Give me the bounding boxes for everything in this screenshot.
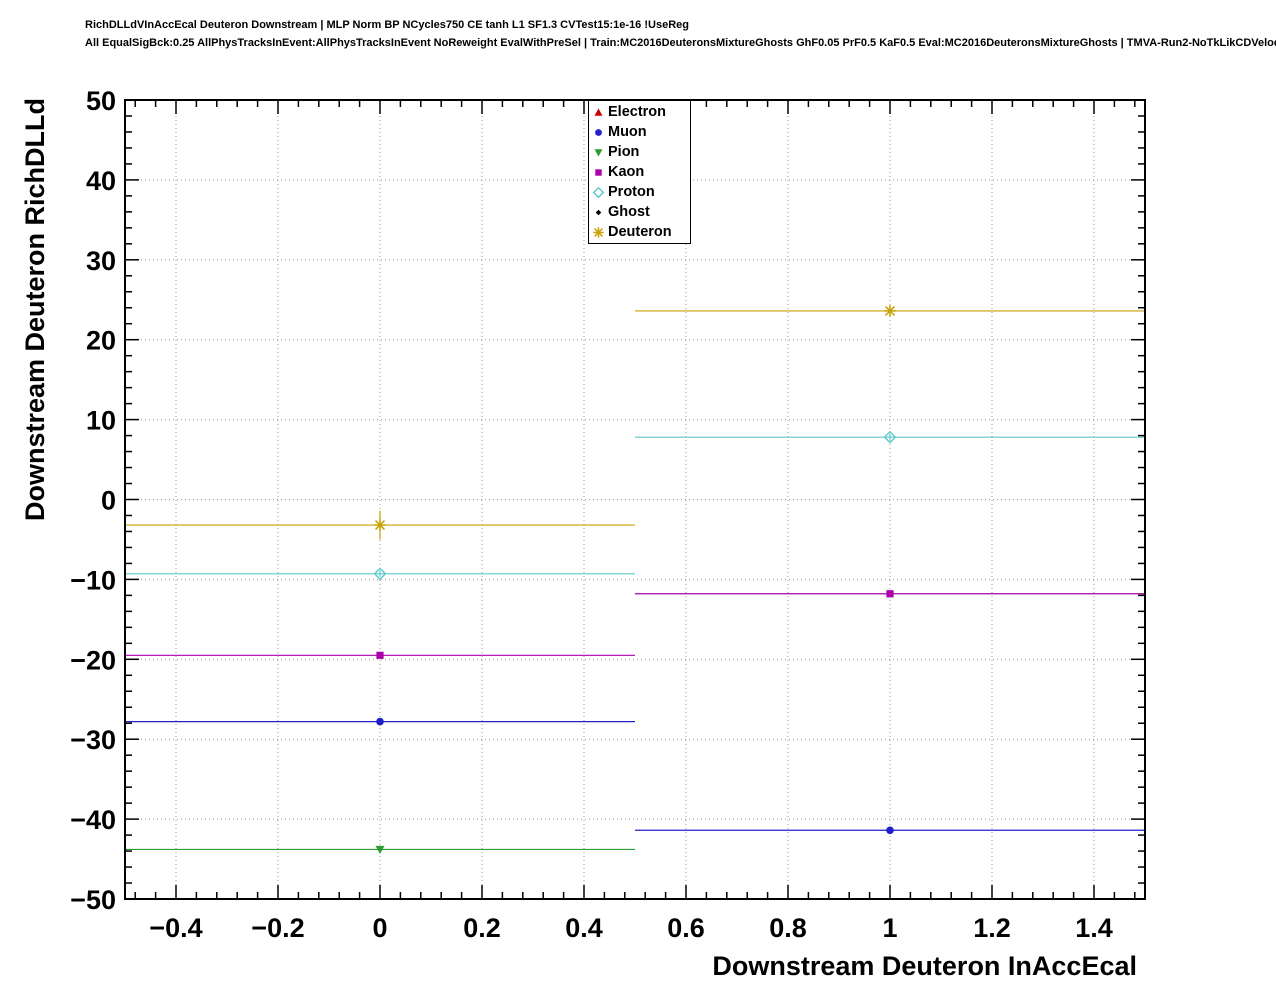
svg-text:1: 1 — [882, 913, 897, 943]
svg-text:0.2: 0.2 — [463, 913, 501, 943]
x-tick-labels: −0.4 −0.2 0 0.2 0.4 0.6 0.8 1 1.2 1.4 — [149, 913, 1112, 943]
legend-marker-kaon-icon — [595, 168, 602, 176]
legend-marker-muon-icon — [595, 128, 602, 136]
legend-marker-deuteron-icon — [593, 226, 604, 238]
svg-text:−0.2: −0.2 — [251, 913, 304, 943]
svg-text:1.2: 1.2 — [973, 913, 1011, 943]
svg-text:−10: −10 — [70, 565, 116, 595]
svg-text:10: 10 — [86, 406, 116, 436]
legend-label-pion: Pion — [608, 144, 640, 160]
series-deuteron — [125, 305, 1145, 540]
svg-text:−20: −20 — [70, 645, 116, 675]
y-tick-labels: −50 −40 −30 −20 −10 0 10 20 30 40 50 — [70, 86, 116, 915]
legend-entry-ghost: Ghost — [591, 202, 688, 222]
svg-text:0: 0 — [101, 486, 116, 516]
series-muon — [125, 717, 1145, 835]
legend-label-kaon: Kaon — [608, 164, 645, 180]
legend-label-proton: Proton — [608, 184, 655, 200]
svg-text:0: 0 — [372, 913, 387, 943]
legend-entry-proton: Proton — [591, 182, 688, 202]
svg-text:40: 40 — [86, 166, 116, 196]
svg-text:1.4: 1.4 — [1075, 913, 1113, 943]
x-axis-title: Downstream Deuteron InAccEcal — [712, 951, 1137, 981]
plot-header: RichDLLdVInAccEcal Deuteron Downstream |… — [85, 19, 1276, 49]
svg-text:20: 20 — [86, 326, 116, 356]
plot-title-line2: All EqualSigBck:0.25 AllPhysTracksInEven… — [85, 37, 1276, 49]
legend-entry-muon: Muon — [591, 122, 688, 142]
legend-label-deuteron: Deuteron — [608, 224, 672, 240]
svg-text:30: 30 — [86, 246, 116, 276]
legend-label-electron: Electron — [608, 104, 667, 120]
svg-text:−0.4: −0.4 — [149, 913, 202, 943]
svg-text:50: 50 — [86, 86, 116, 116]
svg-text:−50: −50 — [70, 885, 116, 915]
legend-marker-proton-icon — [592, 186, 605, 198]
series-kaon — [125, 590, 1145, 659]
plot-title-line1: RichDLLdVInAccEcal Deuteron Downstream |… — [85, 19, 689, 31]
legend-label-ghost: Ghost — [608, 204, 650, 220]
legend-entry-deuteron: Deuteron — [591, 222, 688, 242]
svg-text:0.4: 0.4 — [565, 913, 603, 943]
series-pion — [125, 845, 635, 854]
legend-marker-electron-icon — [594, 108, 603, 116]
legend-entry-kaon: Kaon — [591, 162, 688, 182]
svg-text:−40: −40 — [70, 805, 116, 835]
data-series — [125, 305, 1145, 854]
svg-text:0.8: 0.8 — [769, 913, 807, 943]
y-axis-title: Downstream Deuteron RichDLLd — [20, 98, 50, 521]
legend-marker-ghost-icon — [595, 209, 602, 215]
legend-entry-pion: Pion — [591, 142, 688, 162]
legend-label-muon: Muon — [608, 124, 647, 140]
svg-text:0.6: 0.6 — [667, 913, 705, 943]
legend-entry-electron: Electron — [591, 102, 688, 122]
series-proton — [125, 430, 1145, 581]
legend-marker-pion-icon — [594, 148, 603, 156]
svg-text:−30: −30 — [70, 725, 116, 755]
legend-box: Electron Muon Pion Kaon Proton Ghost Deuteron — [588, 100, 691, 244]
